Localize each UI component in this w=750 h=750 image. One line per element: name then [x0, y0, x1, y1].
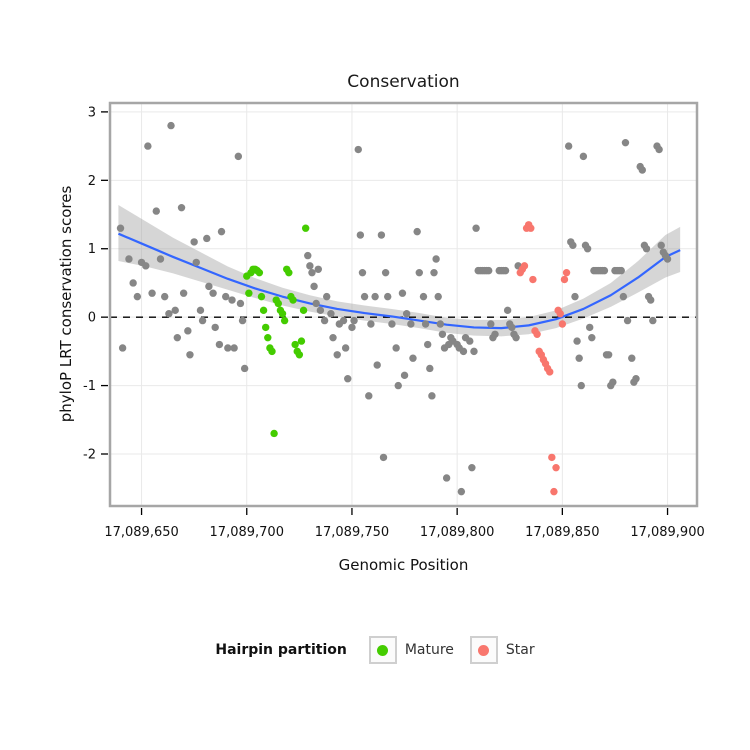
legend-key-star	[469, 636, 498, 664]
legend: Hairpin partition Mature Star	[0, 636, 750, 664]
svg-text:17,089,750: 17,089,750	[315, 525, 389, 540]
svg-text:3: 3	[88, 105, 96, 120]
legend-label-mature: Mature	[404, 642, 454, 658]
smooth-confidence-band	[118, 204, 681, 337]
legend-label-star: Star	[505, 642, 535, 658]
svg-text:-1: -1	[83, 379, 96, 394]
mature-point-icon	[377, 644, 389, 656]
legend-title: Hairpin partition	[215, 642, 347, 658]
smooth-trend-line	[117, 232, 681, 330]
x-axis-ticks: 17,089,650 17,089,700 17,089,750 17,089,800…	[104, 508, 705, 540]
plot-panel	[110, 103, 697, 506]
svg-text:0: 0	[88, 311, 96, 326]
y-axis-ticks: 3 2 1 0 -1 -2	[83, 105, 108, 463]
series-other	[116, 121, 672, 496]
legend-item-star: Star	[469, 636, 535, 664]
series-star	[516, 221, 571, 496]
svg-text:17,089,700: 17,089,700	[210, 525, 284, 540]
x-axis-label: Genomic Position	[338, 556, 469, 574]
svg-text:17,089,650: 17,089,650	[104, 525, 178, 540]
svg-text:17,089,900: 17,089,900	[630, 525, 704, 540]
legend-key-mature	[368, 636, 397, 664]
y-axis-label: phyloP LRT conservation scores	[57, 185, 75, 423]
series-mature	[243, 224, 310, 438]
svg-text:17,089,850: 17,089,850	[525, 525, 599, 540]
svg-text:-2: -2	[83, 448, 96, 463]
svg-text:2: 2	[88, 174, 96, 189]
svg-text:1: 1	[88, 242, 96, 257]
panel-border	[108, 101, 699, 508]
legend-item-mature: Mature	[368, 636, 454, 664]
star-point-icon	[478, 644, 490, 656]
svg-text:17,089,800: 17,089,800	[420, 525, 494, 540]
chart-title: Conservation	[347, 72, 460, 92]
